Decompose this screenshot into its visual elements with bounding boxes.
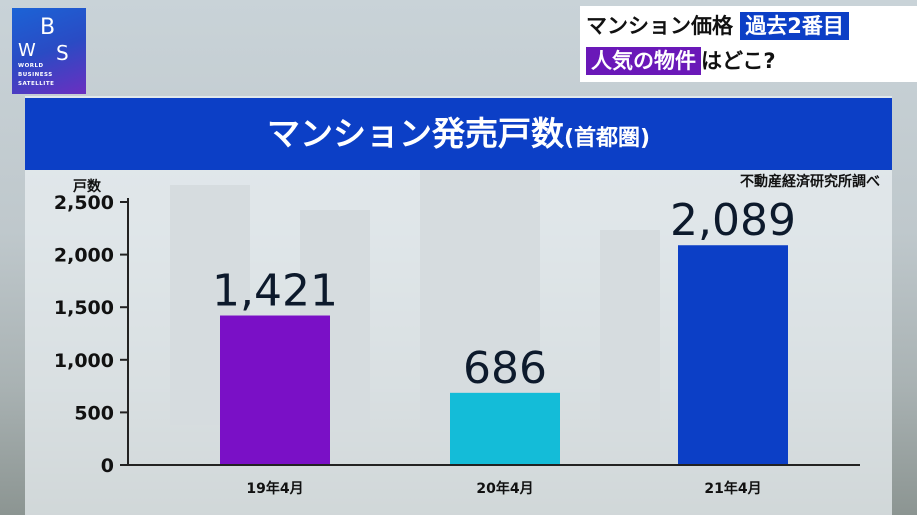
headline-ticker: マンション価格 過去2番目 人気の物件 はどこ? bbox=[580, 6, 917, 82]
logo-subtitle: WORLD BUSINESS SATELLITE bbox=[18, 63, 55, 87]
y-axis-label: 戸数 bbox=[73, 179, 101, 195]
headline-text-2: はどこ? bbox=[701, 49, 776, 73]
headline-text-1: マンション価格 bbox=[586, 14, 733, 38]
y-axis: 0 500 1,000 1,500 2,000 2,500 bbox=[54, 192, 129, 477]
y-tick-label: 500 bbox=[74, 402, 114, 424]
headline-tag-1: 過去2番目 bbox=[740, 12, 849, 40]
wbs-logo-icon: B W S bbox=[18, 15, 69, 65]
bar-2 bbox=[450, 392, 560, 465]
y-tick-label: 1,500 bbox=[54, 297, 114, 319]
wbs-logo: B W S WORLD BUSINESS SATELLITE bbox=[12, 8, 86, 94]
bars: 1,421 686 2,089 bbox=[212, 195, 796, 465]
logo-letter-b: B bbox=[40, 15, 55, 40]
y-tick-label: 0 bbox=[101, 455, 114, 477]
y-tick-label: 2,500 bbox=[54, 192, 114, 214]
chart-title-region: (首都圏) bbox=[563, 126, 651, 151]
bar-1 bbox=[220, 315, 330, 465]
x-tick-label-3: 21年4月 bbox=[704, 480, 761, 497]
data-label-2: 686 bbox=[463, 343, 547, 394]
data-label-3: 2,089 bbox=[670, 195, 796, 246]
y-tick-label: 2,000 bbox=[54, 245, 114, 267]
source-note: 不動産経済研究所調べ bbox=[740, 174, 880, 190]
headline-tag-2: 人気の物件 bbox=[586, 47, 701, 75]
bar-3 bbox=[678, 245, 788, 465]
logo-letter-w: W bbox=[18, 40, 36, 61]
logo-letter-s: S bbox=[56, 41, 69, 65]
data-label-1: 1,421 bbox=[212, 266, 338, 317]
headline-line-2: 人気の物件 はどこ? bbox=[586, 46, 776, 76]
x-tick-label-2: 20年4月 bbox=[476, 480, 533, 497]
x-tick-label-1: 19年4月 bbox=[246, 480, 303, 497]
headline-line-1: マンション価格 過去2番目 bbox=[586, 11, 849, 41]
chart-title-banner: マンション発売戸数(首都圏) bbox=[25, 98, 892, 170]
chart-title: マンション発売戸数 bbox=[266, 114, 564, 153]
x-axis: 19年4月 20年4月 21年4月 bbox=[128, 464, 860, 497]
y-tick-label: 1,000 bbox=[54, 350, 114, 372]
